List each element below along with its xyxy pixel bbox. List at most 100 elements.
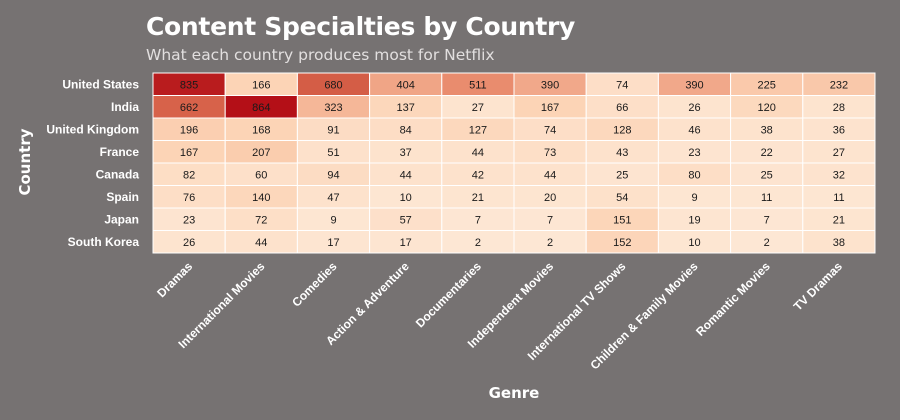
- cell-value-label: 44: [255, 237, 267, 249]
- cell-value-label: 27: [833, 147, 845, 159]
- cell-value-label: 44: [472, 147, 484, 159]
- row-label: South Korea: [68, 235, 140, 249]
- cell-value-label: 22: [761, 147, 773, 159]
- cell-value-label: 151: [613, 214, 631, 226]
- row-label: Spain: [106, 190, 139, 204]
- cell-value-label: 57: [400, 214, 412, 226]
- row-label: Canada: [96, 167, 140, 181]
- column-label: Dramas: [154, 259, 195, 300]
- cell-value-label: 44: [400, 169, 412, 181]
- cell-value-label: 84: [400, 124, 412, 136]
- cell-value-label: 323: [324, 102, 342, 114]
- row-label: United Kingdom: [46, 122, 139, 136]
- cell-value-label: 21: [833, 214, 845, 226]
- cell-value-label: 2: [547, 237, 553, 249]
- cell-value-label: 72: [255, 214, 267, 226]
- cell-value-label: 232: [830, 79, 848, 91]
- cell-value-label: 82: [183, 169, 195, 181]
- cell-value-label: 28: [833, 102, 845, 114]
- row-label: United States: [62, 77, 139, 91]
- row-label: India: [111, 100, 139, 114]
- cell-value-label: 26: [688, 102, 700, 114]
- cell-value-label: 66: [616, 102, 628, 114]
- cell-value-label: 511: [469, 79, 487, 91]
- cell-value-label: 42: [472, 169, 484, 181]
- cell-value-label: 137: [397, 102, 415, 114]
- cell-value-label: 76: [183, 192, 195, 204]
- cell-value-label: 94: [327, 169, 339, 181]
- cell-value-label: 7: [475, 214, 481, 226]
- cell-value-label: 9: [330, 214, 336, 226]
- column-label: Romantic Movies: [693, 259, 773, 339]
- cell-value-label: 166: [252, 79, 270, 91]
- column-label: Comedies: [289, 259, 340, 310]
- row-labels: United States India United Kingdom France Ca…: [46, 77, 139, 249]
- cell-value-label: 25: [616, 169, 628, 181]
- cell-value-label: 662: [180, 102, 198, 114]
- row-label: Japan: [104, 212, 139, 226]
- cell-value-label: 390: [541, 79, 559, 91]
- cell-value-label: 44: [544, 169, 556, 181]
- cell-value-label: 127: [469, 124, 487, 136]
- heatmap-cells: [152, 72, 876, 254]
- cell-value-label: 167: [541, 102, 559, 114]
- cell-value-label: 32: [833, 169, 845, 181]
- cell-value-label: 73: [544, 147, 556, 159]
- cell-value-label: 9: [691, 192, 697, 204]
- cell-value-label: 51: [327, 147, 339, 159]
- cell-value-label: 38: [761, 124, 773, 136]
- cell-value-label: 46: [688, 124, 700, 136]
- cell-value-label: 864: [252, 102, 270, 114]
- cell-value-label: 38: [833, 237, 845, 249]
- cell-value-label: 60: [255, 169, 267, 181]
- cell-value-label: 2: [475, 237, 481, 249]
- chart-title: Content Specialties by Country: [146, 12, 576, 41]
- cell-value-label: 80: [688, 169, 700, 181]
- y-axis-label: Country: [16, 128, 34, 195]
- cell-value-label: 43: [616, 147, 628, 159]
- cell-value-label: 26: [183, 237, 195, 249]
- cell-value-label: 19: [688, 214, 700, 226]
- cell-value-label: 11: [761, 192, 772, 204]
- cell-value-label: 21: [472, 192, 484, 204]
- cell-value-label: 207: [252, 147, 270, 159]
- heatmap-cell: [802, 230, 876, 254]
- cell-value-label: 23: [183, 214, 195, 226]
- cell-value-label: 74: [616, 79, 628, 91]
- cell-value-label: 10: [400, 192, 412, 204]
- cell-value-label: 168: [252, 124, 270, 136]
- cell-value-label: 23: [688, 147, 700, 159]
- cell-value-label: 835: [180, 79, 198, 91]
- cell-value-label: 27: [472, 102, 484, 114]
- cell-value-label: 91: [327, 124, 339, 136]
- x-axis-label: Genre: [489, 384, 540, 402]
- cell-value-label: 196: [180, 124, 198, 136]
- chart-subtitle: What each country produces most for Netf…: [146, 46, 495, 64]
- cell-value-label: 128: [613, 124, 631, 136]
- cell-value-label: 167: [180, 147, 198, 159]
- cell-value-label: 120: [758, 102, 776, 114]
- cell-value-label: 25: [761, 169, 773, 181]
- column-label: Documentaries: [413, 259, 484, 330]
- cell-value-label: 225: [758, 79, 776, 91]
- cell-value-label: 7: [764, 214, 770, 226]
- cell-value-label: 7: [547, 214, 553, 226]
- column-label: TV Dramas: [791, 259, 845, 313]
- cell-value-label: 54: [616, 192, 628, 204]
- cell-value-label: 17: [400, 237, 412, 249]
- cell-value-label: 2: [764, 237, 770, 249]
- cell-value-label: 36: [833, 124, 845, 136]
- cell-value-label: 47: [327, 192, 339, 204]
- cell-value-label: 10: [688, 237, 700, 249]
- cell-value-label: 680: [324, 79, 342, 91]
- cell-value-label: 152: [613, 237, 631, 249]
- cell-value-label: 74: [544, 124, 556, 136]
- cell-value-label: 390: [685, 79, 703, 91]
- cell-value-label: 37: [400, 147, 412, 159]
- cell-value-label: 20: [544, 192, 556, 204]
- cell-value-label: 140: [252, 192, 270, 204]
- cell-value-label: 11: [833, 192, 844, 204]
- cell-value-label: 404: [397, 79, 415, 91]
